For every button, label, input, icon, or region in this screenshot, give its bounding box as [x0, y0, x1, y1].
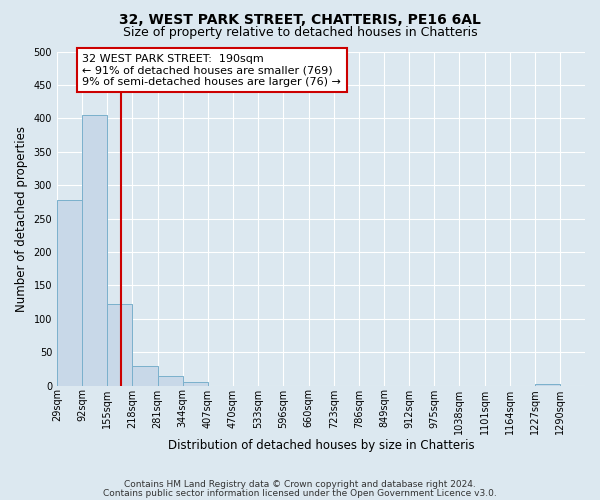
- Text: 32 WEST PARK STREET:  190sqm
← 91% of detached houses are smaller (769)
9% of se: 32 WEST PARK STREET: 190sqm ← 91% of det…: [82, 54, 341, 86]
- Text: Size of property relative to detached houses in Chatteris: Size of property relative to detached ho…: [122, 26, 478, 39]
- Text: Contains public sector information licensed under the Open Government Licence v3: Contains public sector information licen…: [103, 488, 497, 498]
- Bar: [535, 384, 560, 386]
- Text: 32, WEST PARK STREET, CHATTERIS, PE16 6AL: 32, WEST PARK STREET, CHATTERIS, PE16 6A…: [119, 12, 481, 26]
- Bar: [82, 115, 107, 386]
- Bar: [57, 200, 82, 386]
- Y-axis label: Number of detached properties: Number of detached properties: [15, 126, 28, 312]
- Text: Contains HM Land Registry data © Crown copyright and database right 2024.: Contains HM Land Registry data © Crown c…: [124, 480, 476, 489]
- Bar: [158, 376, 182, 386]
- Bar: [133, 366, 158, 386]
- X-axis label: Distribution of detached houses by size in Chatteris: Distribution of detached houses by size …: [168, 440, 475, 452]
- Bar: [107, 304, 133, 386]
- Bar: [182, 382, 208, 386]
